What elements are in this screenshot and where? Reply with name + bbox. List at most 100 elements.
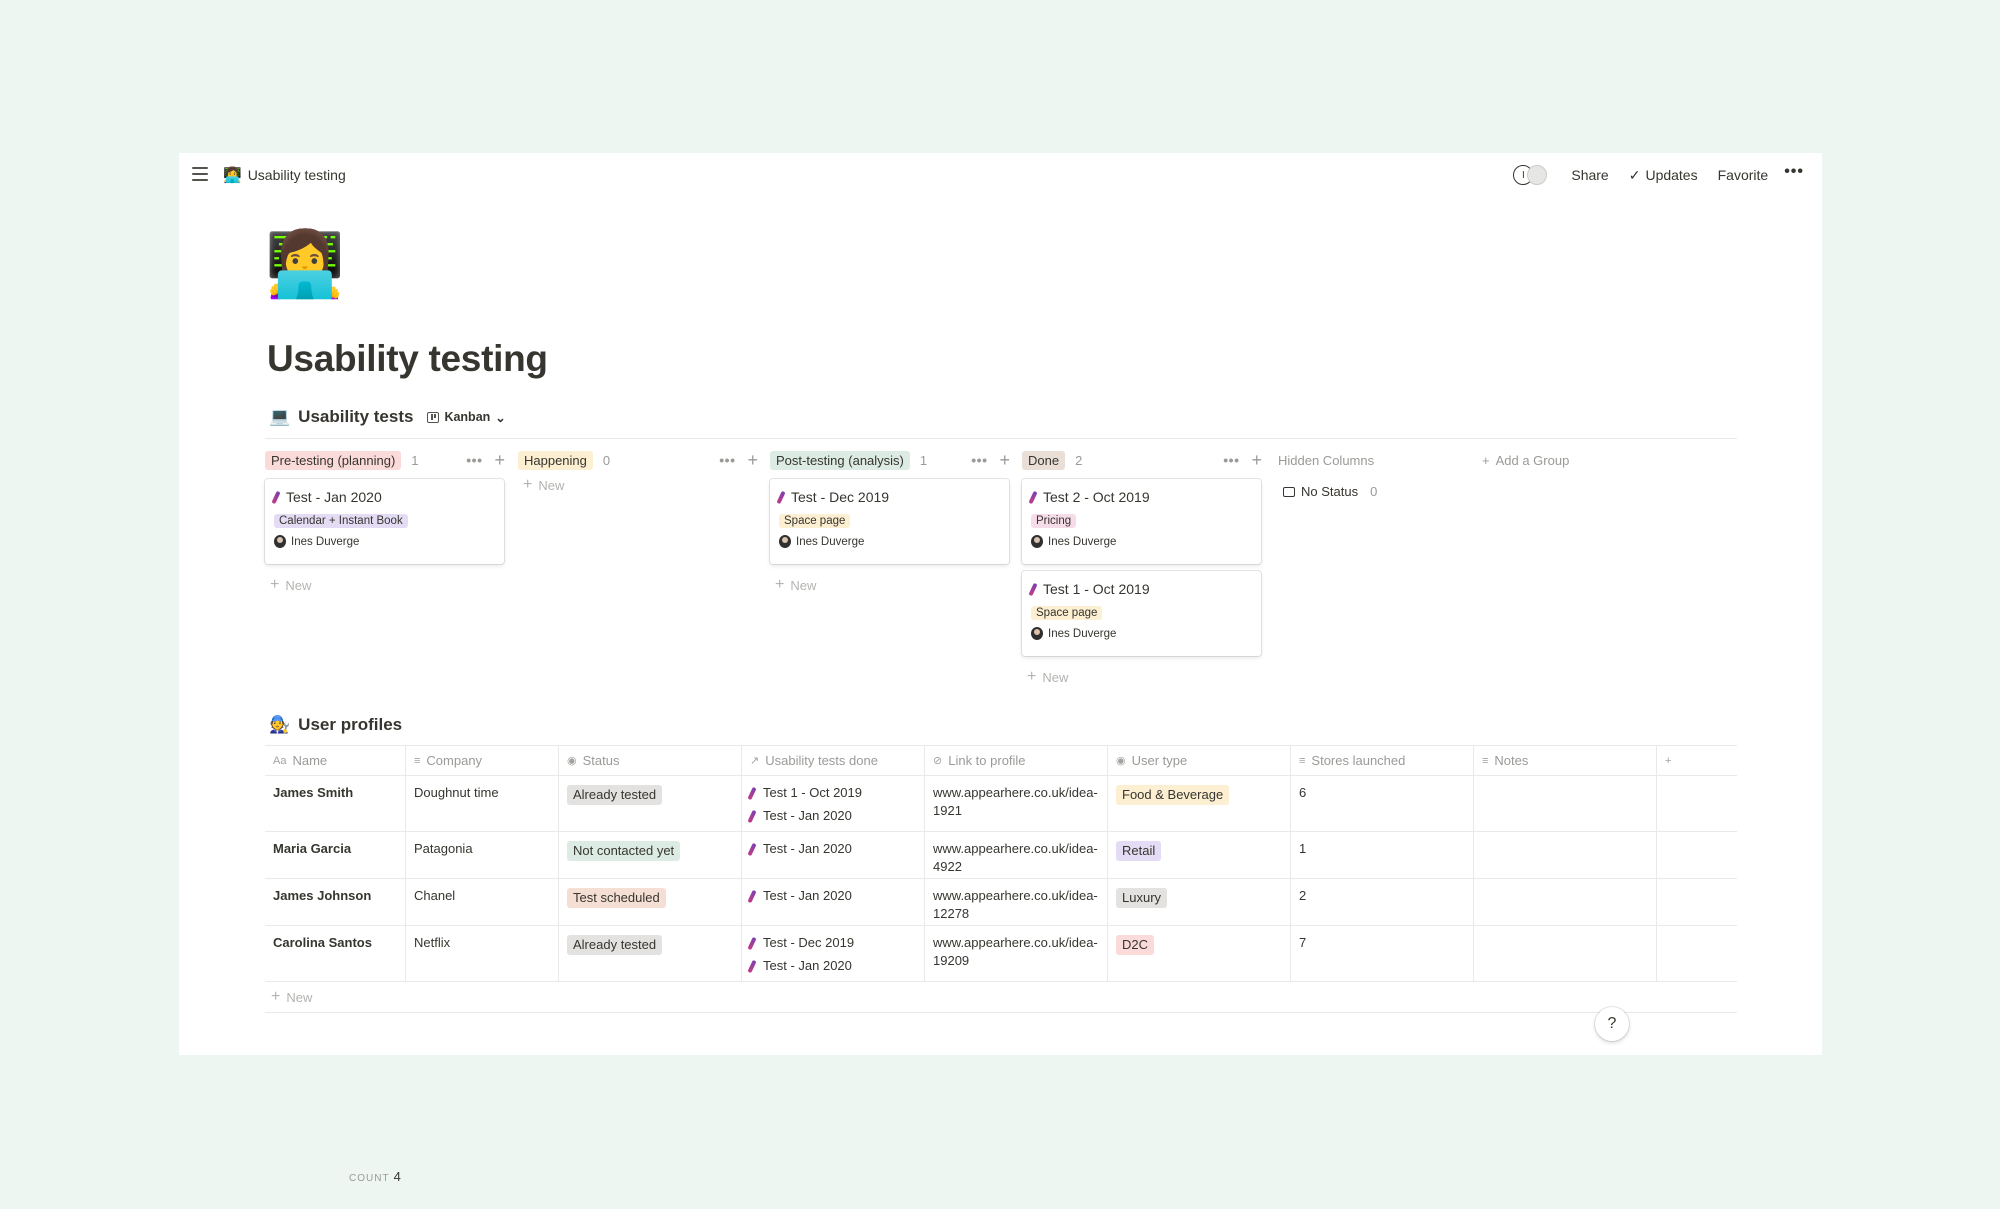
status-cell[interactable]: Test scheduled: [559, 879, 742, 925]
breadcrumb[interactable]: 👩‍💻 Usability testing: [223, 166, 346, 184]
plus-icon[interactable]: +: [494, 449, 505, 470]
count-footer[interactable]: COUNT 4: [349, 1169, 401, 1184]
name-cell[interactable]: James Smith: [265, 776, 406, 831]
board-card[interactable]: Test - Jan 2020 Calendar + Instant Book In…: [265, 479, 504, 564]
column-header-stores-launched[interactable]: ≡ Stores launched: [1291, 746, 1474, 775]
table-header: 🧑‍🔧 User profiles: [269, 715, 402, 735]
updates-button[interactable]: ✓ Updates: [1619, 167, 1708, 184]
relation-item[interactable]: Test 1 - Oct 2019: [747, 784, 916, 802]
new-card-button[interactable]: + New: [518, 476, 758, 494]
user-type-cell[interactable]: Luxury: [1108, 879, 1291, 925]
plus-icon[interactable]: +: [747, 449, 758, 470]
plus-icon: +: [775, 576, 785, 593]
board-column: Happening 0 ••• + + New: [518, 448, 758, 494]
stores-cell[interactable]: 1: [1291, 832, 1474, 878]
card-title: Test 1 - Oct 2019: [1028, 579, 1252, 599]
link-cell[interactable]: www.appearhere.co.uk/idea-1921: [925, 776, 1108, 831]
new-row-button[interactable]: + New: [265, 988, 1737, 1006]
page-icon[interactable]: 👩‍💻: [265, 228, 345, 300]
more-options-icon[interactable]: •••: [466, 452, 483, 468]
page-title[interactable]: Usability testing: [267, 338, 548, 379]
hamburger-menu-icon[interactable]: [192, 167, 208, 181]
add-group-label: Add a Group: [1495, 452, 1570, 468]
status-cell[interactable]: Already tested: [559, 776, 742, 831]
column-label[interactable]: Done: [1022, 450, 1066, 470]
tests-cell[interactable]: Test - Jan 2020: [742, 879, 925, 925]
more-options-icon[interactable]: •••: [1223, 452, 1240, 468]
column-label[interactable]: Happening: [518, 450, 593, 470]
share-button[interactable]: Share: [1571, 167, 1609, 183]
plus-icon: +: [1482, 452, 1490, 468]
new-card-button[interactable]: + New: [1022, 668, 1262, 686]
company-cell[interactable]: Chanel: [406, 879, 559, 925]
plus-icon[interactable]: +: [1251, 449, 1262, 470]
more-options-icon[interactable]: •••: [719, 452, 736, 468]
collaborator-avatars[interactable]: I: [1513, 165, 1548, 185]
board-card[interactable]: Test - Dec 2019 Space page Ines Duverge: [770, 479, 1009, 564]
new-label: New: [1042, 669, 1069, 685]
relation-item[interactable]: Test - Jan 2020: [747, 887, 916, 905]
column-header-status[interactable]: ◉ Status: [559, 746, 742, 775]
board-column: Post-testing (analysis) 1 ••• + Test - Dec 2…: [770, 448, 1010, 594]
link-cell[interactable]: www.appearhere.co.uk/idea-12278: [925, 879, 1108, 925]
stores-cell[interactable]: 2: [1291, 879, 1474, 925]
board-card[interactable]: Test 2 - Oct 2019 Pricing Ines Duverge: [1022, 479, 1261, 564]
column-type-icon: ≡: [1482, 754, 1489, 767]
plus-icon[interactable]: +: [999, 449, 1010, 470]
topbar-actions: I Share ✓ Updates Favorite •••: [1513, 163, 1822, 187]
name-cell[interactable]: James Johnson: [265, 879, 406, 925]
notes-cell[interactable]: [1474, 776, 1657, 831]
avatar[interactable]: [1527, 165, 1548, 185]
test-tube-icon: [1028, 582, 1038, 596]
column-header-notes[interactable]: ≡ Notes: [1474, 746, 1657, 775]
relation-item[interactable]: Test - Dec 2019: [747, 934, 916, 952]
link-cell[interactable]: www.appearhere.co.uk/idea-19209: [925, 926, 1108, 981]
relation-item[interactable]: Test - Jan 2020: [747, 840, 916, 858]
notes-cell[interactable]: [1474, 879, 1657, 925]
view-switcher[interactable]: Kanban ⌄: [427, 410, 506, 425]
more-options-icon[interactable]: •••: [971, 452, 988, 468]
user-type-cell[interactable]: D2C: [1108, 926, 1291, 981]
relation-item[interactable]: Test - Jan 2020: [747, 957, 916, 975]
new-card-button[interactable]: + New: [770, 576, 1010, 594]
column-header-name[interactable]: Aa Name: [265, 746, 406, 775]
relation-item[interactable]: Test - Jan 2020: [747, 807, 916, 825]
more-options-icon[interactable]: •••: [1784, 163, 1804, 180]
column-header-usability-tests-done[interactable]: ↗ Usability tests done: [742, 746, 925, 775]
user-type-cell[interactable]: Retail: [1108, 832, 1291, 878]
card-title: Test 2 - Oct 2019: [1028, 487, 1252, 507]
column-header-label: Stores launched: [1311, 752, 1406, 768]
column-label[interactable]: Pre-testing (planning): [265, 450, 402, 470]
board-card[interactable]: Test 1 - Oct 2019 Space page Ines Duverge: [1022, 571, 1261, 656]
add-group-button[interactable]: + Add a Group: [1482, 448, 1569, 472]
board-title[interactable]: Usability tests: [298, 407, 414, 426]
stores-cell[interactable]: 6: [1291, 776, 1474, 831]
new-card-button[interactable]: + New: [265, 576, 505, 594]
card-title: Test - Dec 2019: [776, 487, 1000, 507]
no-status-group[interactable]: No Status 0: [1283, 484, 1377, 499]
tests-cell[interactable]: Test - Jan 2020: [742, 832, 925, 878]
column-label[interactable]: Post-testing (analysis): [770, 450, 910, 470]
user-type-cell[interactable]: Food & Beverage: [1108, 776, 1291, 831]
name-cell[interactable]: Carolina Santos: [265, 926, 406, 981]
help-button[interactable]: ?: [1595, 1007, 1629, 1041]
notes-cell[interactable]: [1474, 832, 1657, 878]
favorite-button[interactable]: Favorite: [1717, 167, 1769, 183]
company-cell[interactable]: Doughnut time: [406, 776, 559, 831]
tests-cell[interactable]: Test 1 - Oct 2019 Test - Jan 2020: [742, 776, 925, 831]
company-cell[interactable]: Netflix: [406, 926, 559, 981]
table-title[interactable]: User profiles: [298, 715, 403, 734]
link-cell[interactable]: www.appearhere.co.uk/idea-4922: [925, 832, 1108, 878]
add-column-button[interactable]: +: [1657, 746, 1737, 775]
status-cell[interactable]: Already tested: [559, 926, 742, 981]
stores-cell[interactable]: 7: [1291, 926, 1474, 981]
column-header-user-type[interactable]: ◉ User type: [1108, 746, 1291, 775]
board-column: Pre-testing (planning) 1 ••• + Test - Jan 20…: [265, 448, 505, 594]
notes-cell[interactable]: [1474, 926, 1657, 981]
tests-cell[interactable]: Test - Dec 2019 Test - Jan 2020: [742, 926, 925, 981]
column-header-company[interactable]: ≡ Company: [406, 746, 559, 775]
company-cell[interactable]: Patagonia: [406, 832, 559, 878]
column-header-link-to-profile[interactable]: ⊘ Link to profile: [925, 746, 1108, 775]
status-cell[interactable]: Not contacted yet: [559, 832, 742, 878]
name-cell[interactable]: Maria Garcia: [265, 832, 406, 878]
